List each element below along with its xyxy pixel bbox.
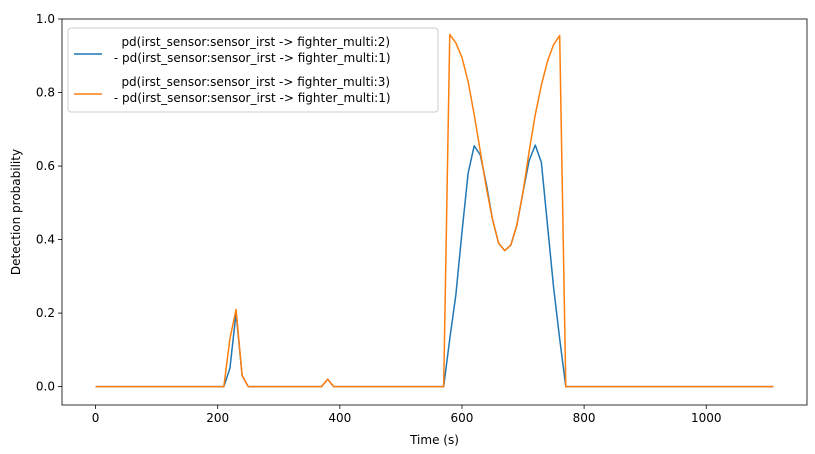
legend-label-1: pd(irst_sensor:sensor_irst -> fighter_mu… <box>110 35 390 49</box>
x-tick-label: 600 <box>451 411 474 425</box>
x-tick-label: 800 <box>573 411 596 425</box>
y-axis-label: Detection probability <box>9 149 23 275</box>
y-tick-label: 0.2 <box>36 306 55 320</box>
plot-area <box>95 33 774 388</box>
axes-frame <box>61 18 808 406</box>
x-tick-label: 0 <box>92 411 100 425</box>
y-tick-label: 0.8 <box>36 86 55 100</box>
legend: pd(irst_sensor:sensor_irst -> fighter_mu… <box>67 27 439 113</box>
series-line-2 <box>95 33 774 388</box>
legend-box <box>67 27 439 113</box>
y-tick-label: 1.0 <box>36 12 55 26</box>
y-tick-label: 0.6 <box>36 159 55 173</box>
x-tick-label: 400 <box>328 411 351 425</box>
x-tick-label: 200 <box>206 411 229 425</box>
y-tick-label: 0.4 <box>36 233 55 247</box>
y-tick-label: 0.0 <box>36 380 55 394</box>
legend-label-2: pd(irst_sensor:sensor_irst -> fighter_mu… <box>110 75 390 89</box>
axes-ticks: 0 200 400 600 800 1000 0.0 0.2 0.4 0.6 0.8 1.0 <box>36 12 808 425</box>
legend-label-2: - pd(irst_sensor:sensor_irst -> fighter_… <box>110 91 391 105</box>
x-axis-label: Time (s) <box>409 433 459 447</box>
x-tick-label: 1000 <box>691 411 722 425</box>
legend-label-1: - pd(irst_sensor:sensor_irst -> fighter_… <box>110 51 391 65</box>
